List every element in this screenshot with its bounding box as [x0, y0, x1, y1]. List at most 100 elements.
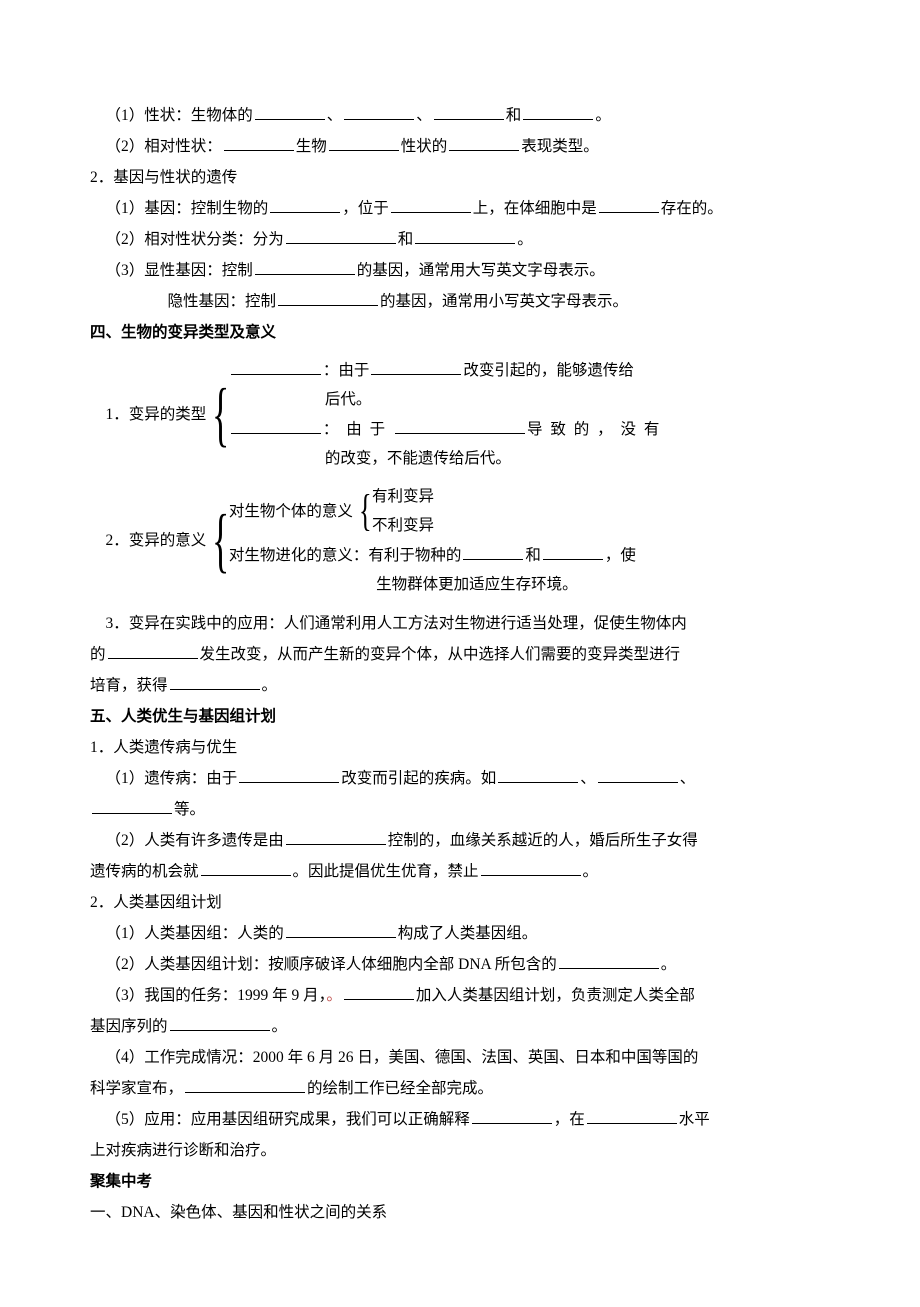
- text-line: 培育，获得。: [90, 670, 830, 701]
- bracket-group-1: 1．变异的类型 { ：由于改变引起的，能够遗传给 后代。 ： 由 于 导 致 的…: [90, 356, 830, 474]
- fill-blank: [415, 228, 515, 245]
- text-line: 等。: [90, 794, 830, 825]
- text: （1）人类基因组：人类的: [106, 925, 284, 942]
- text: ，在: [554, 1111, 585, 1128]
- text: 、: [680, 770, 696, 787]
- text: 和: [525, 547, 541, 564]
- fill-blank: [286, 828, 386, 845]
- fill-blank: [434, 104, 504, 121]
- text: （1）性状：生物体的: [106, 107, 253, 124]
- text: 。因此提倡优生优育，禁止: [293, 863, 479, 880]
- text-line: （1）人类基因组：人类的 构成了人类基因组。: [90, 918, 830, 949]
- bracket-group-2: 2．变异的意义 { 对生物个体的意义 { 有利变异 不利变异 对生物进化的意义：…: [90, 482, 830, 600]
- fill-blank: [344, 104, 414, 121]
- fill-blank: [598, 766, 678, 783]
- text: （3）我国的任务：1999 年 9 月，: [106, 987, 327, 1004]
- text: （5）应用：应用基因组研究成果，我们可以正确解释: [106, 1111, 470, 1128]
- fill-blank: [231, 359, 321, 376]
- text: （1）遗传病：由于: [106, 770, 238, 787]
- text-line: 一、DNA、染色体、基因和性状之间的关系: [90, 1197, 830, 1228]
- text-line: ：由于改变引起的，能够遗传给: [229, 356, 662, 385]
- fill-blank: [270, 197, 340, 214]
- text: （2）相对性状：: [106, 138, 222, 155]
- left-brace-icon: {: [359, 491, 372, 531]
- fill-blank: [239, 766, 339, 783]
- text-line: 有利变异: [372, 482, 434, 511]
- text: 。: [517, 231, 533, 248]
- fill-blank: [523, 104, 593, 121]
- section-heading: 聚集中考: [90, 1166, 830, 1197]
- text-line: 基因序列的。: [90, 1011, 830, 1042]
- text-line: （1）基因：控制生物的，位于上，在体细胞中是存在的。: [90, 193, 830, 224]
- text-line: 后代。: [229, 385, 662, 414]
- fill-blank: [286, 228, 396, 245]
- text: 性状的: [401, 138, 448, 155]
- text: 构成了人类基因组。: [398, 925, 538, 942]
- inner-bracket-label: 对生物个体的意义: [229, 496, 359, 527]
- text: 控制的，血缘关系越近的人，婚后所生子女得: [388, 832, 698, 849]
- text: 表现类型。: [521, 138, 599, 155]
- text-line: 对生物进化的意义：有利于物种的 和 ，使: [229, 541, 636, 570]
- text: 2．人类基因组计划: [90, 894, 222, 911]
- fill-blank: [224, 135, 294, 152]
- bracket-content: ：由于改变引起的，能够遗传给 后代。 ： 由 于 导 致 的 ， 没 有 的改变…: [229, 356, 662, 474]
- text-line: 2．人类基因组计划: [90, 887, 830, 918]
- fill-blank: [255, 259, 355, 276]
- text: 存在的。: [661, 200, 723, 217]
- fill-blank: [170, 673, 260, 690]
- text: 一、DNA、染色体、基因和性状之间的关系: [90, 1204, 387, 1221]
- text: 遗传病的机会就: [90, 863, 199, 880]
- text: 导 致 的 ， 没 有: [527, 421, 661, 438]
- fill-blank: [395, 417, 525, 434]
- fill-blank: [371, 359, 461, 376]
- text-line: （2）相对性状分类：分为 和 。: [90, 224, 830, 255]
- fill-blank: [185, 1076, 305, 1093]
- text: （4）工作完成情况：2000 年 6 月 26 日，美国、德国、法国、英国、日本…: [106, 1049, 699, 1066]
- fill-blank: [449, 135, 519, 152]
- bracket-content: 对生物个体的意义 { 有利变异 不利变异 对生物进化的意义：有利于物种的和，使 …: [229, 482, 636, 600]
- text: 生物群体更加适应生存环境。: [376, 576, 578, 593]
- text: 。: [262, 677, 278, 694]
- text-line: 不利变异: [372, 511, 434, 540]
- document-page: （1）性状：生物体的、、和。 （2）相对性状：生物性状的表现类型。 2．基因与性…: [0, 0, 920, 1307]
- text: 上对疾病进行诊断和治疗。: [90, 1142, 276, 1159]
- bracket-label: 2．变异的意义: [106, 525, 213, 556]
- text: 、: [327, 107, 343, 124]
- fill-blank: [587, 1107, 677, 1124]
- text: 改变引起的，能够遗传给: [463, 362, 634, 379]
- text: 改变而引起的疾病。如: [341, 770, 496, 787]
- heading-text: 聚集中考: [90, 1173, 152, 1190]
- text: （2）相对性状分类：分为: [106, 231, 284, 248]
- left-brace-icon: {: [212, 382, 229, 447]
- text: 。: [272, 1018, 288, 1035]
- text-line: 隐性基因：控制的基因，通常用小写英文字母表示。: [90, 286, 830, 317]
- fill-blank: [559, 952, 659, 969]
- text-line: （2）相对性状：生物性状的表现类型。: [90, 131, 830, 162]
- text-line: 1．人类遗传病与优生: [90, 732, 830, 763]
- left-brace-icon: {: [212, 508, 229, 573]
- text-line: （1）性状：生物体的、、和。: [90, 100, 830, 131]
- fill-blank: [286, 921, 396, 938]
- text: 。: [595, 107, 611, 124]
- text-line: 遗传病的机会就 。因此提倡优生优育，禁止 。: [90, 856, 830, 887]
- text: 科学家宣布，: [90, 1080, 183, 1097]
- text: 。: [583, 863, 599, 880]
- text-line: 上对疾病进行诊断和治疗。: [90, 1135, 830, 1166]
- heading-text: 五、人类优生与基因组计划: [90, 708, 276, 725]
- text: 上，在体细胞中是: [473, 200, 597, 217]
- text: 对生物进化的意义：有利于物种的: [229, 547, 462, 564]
- text-line: （5）应用：应用基因组研究成果，我们可以正确解释，在水平: [90, 1104, 830, 1135]
- text: 的改变，不能遗传给后代。: [325, 450, 511, 467]
- text: 和: [506, 107, 522, 124]
- fill-blank: [255, 104, 325, 121]
- text: ，使: [605, 547, 636, 564]
- text-line: （3）我国的任务：1999 年 9 月，。加入人类基因组计划，负责测定人类全部: [90, 980, 830, 1011]
- text: （2）人类基因组计划：按顺序破译人体细胞内全部 DNA 所包含的: [106, 956, 557, 973]
- fill-blank: [344, 983, 414, 1000]
- text: 。: [661, 956, 677, 973]
- text: 和: [398, 231, 414, 248]
- fill-blank: [498, 766, 578, 783]
- fill-blank: [599, 197, 659, 214]
- fill-blank: [92, 797, 172, 814]
- fill-blank: [463, 543, 523, 560]
